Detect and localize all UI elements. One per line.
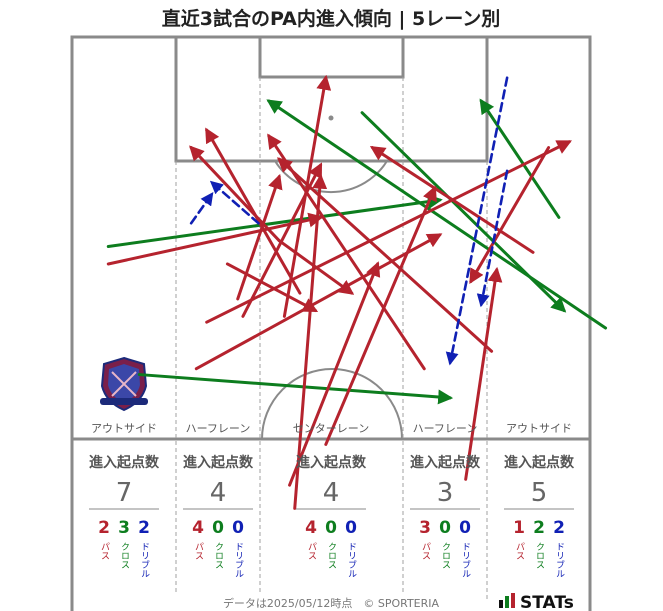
stat-header: 進入起点数 [296, 454, 367, 471]
stat-pass-count: 4 [305, 518, 317, 538]
stats-logo: STATs [496, 589, 588, 611]
pass-arrow-18 [225, 262, 319, 313]
stat-dribble-count: 0 [459, 518, 471, 538]
stat-cross-label: クロス [534, 542, 544, 569]
lane-stat-block: 進入起点数 3 3 0 0 パス クロス ドリブル [410, 454, 481, 578]
stats-logo-icon [499, 593, 515, 608]
stat-total: 3 [437, 478, 454, 508]
lane-label-left-outside: アウトサイド [91, 422, 157, 435]
footer-credit: データは2025/05/12時点 © SPORTERIA [223, 596, 440, 610]
stat-header: 進入起点数 [183, 454, 254, 471]
stat-pass-count: 4 [192, 518, 204, 538]
lane-stat-block: 進入起点数 5 1 2 2 パス クロス ドリブル [504, 454, 575, 578]
stat-pass-label: パス [514, 542, 525, 560]
center-circle [261, 368, 403, 440]
stat-cross-label: クロス [213, 542, 223, 569]
cross-arrow-5 [479, 98, 561, 219]
stat-pass-label: パス [420, 542, 431, 560]
stats-logo-text: STATs [520, 593, 574, 611]
stat-pass-label: パス [193, 542, 204, 560]
penalty-arc [274, 160, 388, 194]
stat-pass-label: パス [306, 542, 317, 560]
pass-arrow-6 [324, 185, 437, 446]
footer-backdrop [170, 593, 470, 611]
stat-dribble-label: ドリブル [554, 542, 565, 578]
stat-header: 進入起点数 [504, 454, 575, 471]
stat-dribble-count: 2 [553, 518, 565, 538]
stat-cross-label: クロス [326, 542, 336, 569]
pass-arrow-9 [293, 173, 328, 510]
lane-stat-block: 進入起点数 4 4 0 0 パス クロス ドリブル [183, 454, 254, 578]
lane-stat-block: 進入起点数 7 2 3 2 パス クロス ドリブル [89, 454, 160, 578]
pass-arrow-8 [236, 173, 283, 301]
stat-header: 進入起点数 [89, 454, 160, 471]
stat-cross-label: クロス [119, 542, 129, 569]
lane-label-center: センターレーン [293, 422, 369, 435]
goal-area [258, 35, 405, 79]
stat-pass-count: 1 [513, 518, 525, 538]
stat-total: 4 [210, 478, 227, 508]
pass-arrow-10 [241, 162, 323, 318]
lane-stat-block: 進入起点数 4 4 0 0 パス クロス ドリブル [296, 454, 367, 578]
dribble-arrow-1 [189, 192, 214, 225]
stat-cross-label: クロス [440, 542, 450, 569]
pitch [70, 35, 592, 611]
stat-cross-count: 3 [118, 518, 130, 538]
stat-cross-count: 2 [533, 518, 545, 538]
pass-arrow-17 [469, 146, 551, 285]
stat-total: 4 [323, 478, 340, 508]
club-crest-icon [100, 356, 148, 412]
pass-arrow-15 [276, 157, 494, 353]
pass-arrow-3 [189, 145, 281, 243]
stat-pass-label: パス [99, 542, 110, 560]
stat-header: 進入起点数 [410, 454, 481, 471]
stat-cross-count: 0 [325, 518, 337, 538]
lane-stats: 進入起点数 7 2 3 2 パス クロス ドリブル 進入起点数 4 4 0 0 … [89, 454, 575, 578]
stat-dribble-label: ドリブル [233, 542, 244, 578]
pass-arrow-13 [205, 140, 572, 324]
chart-title: 直近3試合のPA内進入傾向 | 5レーン別 [162, 7, 501, 30]
dribble-arrow-2 [209, 180, 260, 225]
lane-label-right-outside: アウトサイド [506, 422, 572, 435]
pass-arrow-16 [369, 145, 535, 254]
dribble-arrow-3 [445, 76, 509, 366]
dribble-arrow-4 [476, 169, 509, 308]
stat-pass-count: 3 [419, 518, 431, 538]
pass-arrow-7 [464, 266, 503, 481]
logo-backdrop [496, 589, 588, 611]
cross-arrow-2 [137, 373, 454, 405]
lane-label-left-half: ハーフレーン [186, 422, 251, 435]
cross-arrow-4 [266, 99, 608, 330]
stat-total: 5 [531, 478, 548, 508]
lane-label-right-half: ハーフレーン [413, 422, 478, 435]
stat-dribble-label: ドリブル [460, 542, 471, 578]
pass-arrow-5 [288, 261, 381, 487]
cross-arrow-1 [106, 194, 443, 249]
stat-cross-count: 0 [212, 518, 224, 538]
stat-dribble-label: ドリブル [346, 542, 357, 578]
penalty-spot [328, 115, 334, 121]
stat-dribble-label: ドリブル [139, 542, 150, 578]
pass-arrow-12 [106, 212, 324, 266]
stat-total: 7 [116, 478, 133, 508]
stat-dribble-count: 0 [232, 518, 244, 538]
arrows-layer [106, 74, 608, 510]
stat-cross-count: 0 [439, 518, 451, 538]
stat-pass-count: 2 [98, 518, 110, 538]
lane-labels: アウトサイド ハーフレーン センターレーン ハーフレーン アウトサイド [91, 422, 572, 435]
stat-dribble-count: 0 [345, 518, 357, 538]
stat-dribble-count: 2 [138, 518, 150, 538]
